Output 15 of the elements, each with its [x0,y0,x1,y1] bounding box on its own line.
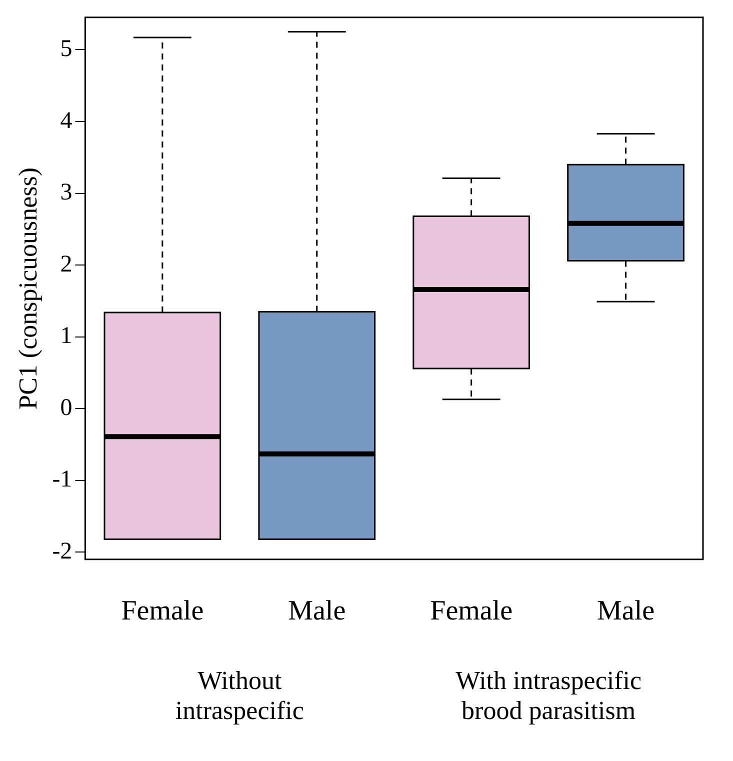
y-tick-label: 1 [60,323,72,350]
y-tick-label: 0 [60,394,72,421]
y-tick-label: 5 [60,36,72,62]
y-tick-label: 3 [60,180,72,206]
text: Without intraspecific [175,666,304,726]
y-tick-label: -1 [52,466,72,493]
y-axis-title: PC1 (conspicuousness) [13,167,42,410]
x-tick-label: Female [430,596,513,627]
y-tick-label: -2 [52,538,72,565]
y-tick-label: 4 [60,108,72,134]
x-tick-label: Male [288,596,346,627]
x-tick-label: Male [597,596,655,627]
text: With intraspecific brood parasitism [456,666,642,726]
x-tick-label: Female [121,596,204,627]
y-tick-label: 2 [60,251,72,278]
